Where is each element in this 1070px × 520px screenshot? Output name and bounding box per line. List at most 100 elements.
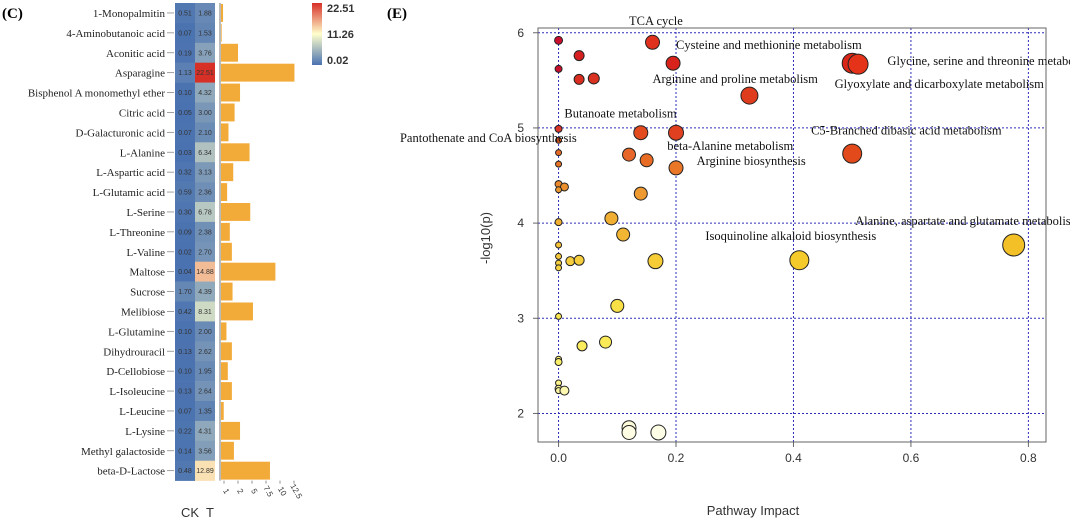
value-bar [221,203,251,221]
heatmap-cell-t [195,22,215,44]
cell-value-t: 2.70 [198,249,212,256]
bar-axis-tick-label: 12.5 [288,482,304,500]
heatmap-cell-ck [175,3,195,24]
heatmap-cell-ck [175,42,195,63]
metabolite-label: L-Glutamic acid [93,187,166,199]
value-bar [221,302,253,321]
cell-value-ck: 0.09 [178,229,192,236]
metabolite-label: Bisphenol A monomethyl ether [28,88,166,100]
heatmap-cell-ck [175,62,195,83]
heatmap-cell-t [195,381,215,402]
bar-axis-tick-label: 7.5 [261,484,275,499]
heatmap-row-labels: 1-Monopalmitin 4-Aminobutanoic acid Aconit… [28,8,174,478]
bar-axis-tick-label: 2 [235,487,245,496]
bar-axis-tick-label: 10 [276,485,289,498]
pathway-point [842,143,863,164]
heatmap-cell-t [195,142,215,163]
metabolite-label: 1-Monopalmitin [93,8,166,20]
pathway-point [740,86,759,105]
pathway-point [633,186,648,201]
y-tick-label: 4 [517,216,524,230]
pathway-point [555,186,563,194]
cell-value-ck: 0.07 [178,30,192,37]
metabolite-label: L-Threonine [109,227,165,239]
value-bar [221,43,238,62]
metabolite-label: Dihydrouracil [103,346,165,358]
y-tick-label: 2 [517,406,524,420]
col-label-ck: CK [181,505,199,520]
heatmap-cell-ck [175,301,195,322]
value-bar [221,421,241,440]
metabolite-label: Aconitic acid [106,48,165,60]
colorbar-min: 0.02 [327,55,348,67]
heatmap-cell-t [195,321,215,342]
heatmap-cell-ck [175,420,195,442]
heatmap-cell-t [195,261,215,282]
heatmap-cell-ck [175,142,195,163]
metabolite-label: L-Isoleucine [109,386,165,398]
metabolite-label: L-Glutamine [108,326,165,338]
heatmap-cell-t [195,3,215,24]
cell-value-ck: 0.42 [178,309,192,316]
cell-value-t: 2.10 [198,130,212,137]
cell-value-t: 2.00 [198,329,212,336]
heatmap-cell-ck [175,460,195,481]
pathway-point [616,227,631,242]
heatmap-cell-t [195,420,215,442]
heatmap-cell-t [195,460,215,481]
cell-value-t: 3.00 [198,110,212,117]
x-tick-label: 0.6 [903,451,920,465]
x-axis-title: Pathway Impact [707,503,800,518]
cell-value-ck: 0.13 [178,349,192,356]
value-bar [221,183,228,201]
value-bar [221,362,228,381]
metabolite-label: Asparagine [115,68,165,80]
cell-value-ck: 1.13 [178,70,192,77]
heatmap-cell-t [195,341,215,362]
heatmap-cell-ck [175,281,195,302]
heatmap-cell-t [195,62,215,83]
pathway-label: Butanoate metabolism [564,106,676,120]
heatmap-cell-ck [175,261,195,282]
heatmap-bar-axis: 1 2 5 7.5 10 12.5 [219,3,304,501]
heatmap-cell-t [195,42,215,63]
bar-axis-tick-label: 5 [249,487,259,496]
pathway-point [555,312,563,320]
value-bar [221,262,276,281]
cell-value-ck: 0.07 [178,130,192,137]
heatmap-cell-ck [175,341,195,362]
metabolite-label: Maltose [130,267,166,279]
cell-value-t: 12.89 [196,468,214,475]
heatmap-cell-t [195,102,215,123]
scatter-grid [538,28,1046,442]
cell-value-ck: 0.19 [178,50,192,57]
metabolite-label: D-Galacturonic acid [76,127,166,139]
pathway-point [668,160,684,176]
metabolite-label: L-Leucine [119,406,165,418]
cell-value-t: 22.51 [196,70,214,77]
metabolite-label: Melibiose [121,306,165,318]
metabolite-label: beta-D-Lactose [97,466,165,478]
heatmap-cell-ck [175,361,195,382]
cell-value-ck: 0.10 [178,329,192,336]
metabolite-label: L-Alanine [120,147,165,159]
heatmap-cell-t [195,440,215,461]
pathway-point [554,35,564,45]
bar-axis-tick-label: 1 [221,487,231,496]
pathway-point [622,147,637,162]
pathway-point [665,55,681,71]
cell-value-t: 6.78 [198,209,212,216]
cell-value-ck: 0.32 [178,170,192,177]
value-bar [221,402,224,420]
pathway-labels: TCA cycle Cysteine and methionine metabol… [400,14,1070,243]
value-bar [221,342,232,361]
pathway-point [555,264,563,272]
cell-value-ck: 0.30 [178,209,192,216]
heatmap-cell-t [195,361,215,382]
value-bar [221,4,224,22]
heatmap-cell-ck [175,440,195,461]
value-bar [221,282,233,301]
pathway-point [789,250,810,271]
pathway-point [645,34,661,50]
heatmap-cell-t [195,162,215,183]
